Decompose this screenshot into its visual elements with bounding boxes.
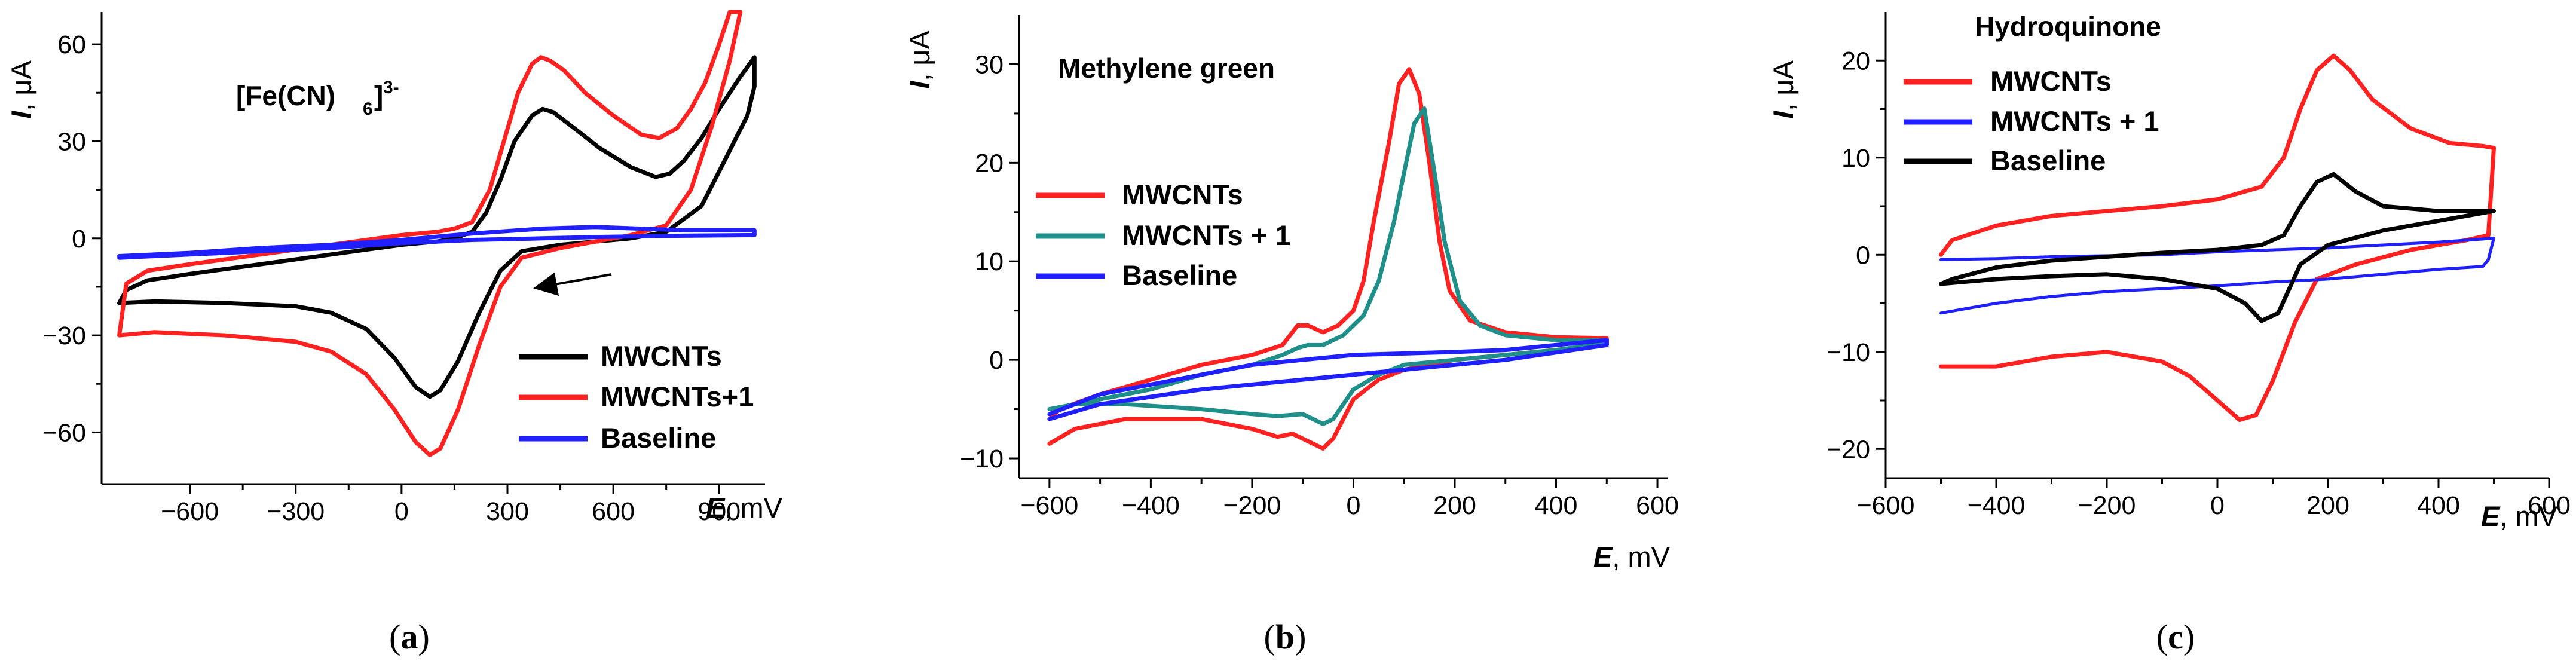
panel-b-y-tick-label: 20 — [975, 149, 1004, 178]
panel-c-x-tick-label: −200 — [2078, 491, 2136, 520]
panel-c: −600 −400 −200 0 200 400 600 −20 −10 0 10 20 Hydroq… — [1767, 11, 2571, 656]
panel-c-legend-label-1: MWCNTs + 1 — [1990, 105, 2159, 137]
panel-a-series-mwcnts-1 — [117, 10, 743, 457]
panel-c-y-tick-label: 10 — [1841, 144, 1870, 173]
panel-a-y-tick-label: 30 — [57, 127, 86, 156]
panel-b-caption: (b) — [1264, 617, 1307, 656]
panel-a-xlabel: E, mV — [706, 492, 783, 524]
panel-c-legend-label-0: MWCNTs — [1990, 65, 2112, 97]
panel-a-y-tick-label: −60 — [42, 418, 86, 447]
panel-a-title-sup: 3- — [383, 78, 399, 97]
panel-c-x-tick-label: 200 — [2306, 491, 2349, 520]
panel-c-y-tick-label: 0 — [1856, 241, 1870, 270]
panel-c-caption: (c) — [2156, 617, 2195, 656]
panel-c-y-tick-label: 20 — [1841, 47, 1870, 75]
panel-b-legend-label-0: MWCNTs — [1122, 179, 1243, 210]
panel-c-x-tick-label: 0 — [2210, 491, 2225, 520]
panel-b-y-tick-label: 0 — [989, 346, 1004, 375]
panel-b-y-tick-label: 10 — [975, 247, 1004, 276]
panel-a-legend-label-1: MWCNTs+1 — [601, 381, 754, 412]
panel-c-y-tick-label: −10 — [1827, 338, 1870, 367]
panel-b-title: Methylene green — [1058, 53, 1275, 84]
panel-b-ylabel: I, μA — [904, 30, 935, 89]
panel-a-x-tick-label: 600 — [592, 497, 635, 526]
panel-b-x-tick-label: −600 — [1020, 491, 1078, 520]
panel-a-title-end: ] — [374, 80, 383, 111]
panel-a-y-tick-label: 0 — [72, 225, 86, 253]
panel-b-x-tick-label: 600 — [1636, 491, 1679, 520]
panel-b-x-tick-label: −400 — [1122, 491, 1180, 520]
panel-a-x-tick-label: 900 — [697, 497, 741, 526]
panel-a-title: [Fe(CN) 6 ] 3- — [236, 78, 399, 119]
panel-a-x-tick-label: 300 — [486, 497, 529, 526]
panel-c-x-tick-label: 600 — [2528, 491, 2571, 520]
panel-b-legend: MWCNTs MWCNTs + 1 Baseline — [1036, 179, 1290, 291]
panel-b-xlabel: E, mV — [1593, 541, 1671, 573]
panel-a-legend-label-2: Baseline — [601, 422, 716, 454]
panel-b-x-tick-label: 400 — [1535, 491, 1578, 520]
panel-a-series-baseline — [117, 225, 757, 260]
panel-b-legend-label-2: Baseline — [1122, 259, 1237, 291]
panel-a-caption: (a) — [389, 617, 430, 656]
panel-a-legend-label-0: MWCNTs — [601, 340, 722, 372]
panel-c-ylabel: I, μA — [1767, 60, 1799, 119]
panel-b-legend-label-1: MWCNTs + 1 — [1122, 219, 1290, 251]
panel-b-y-tick-label: 30 — [975, 50, 1004, 79]
panel-c-title: Hydroquinone — [1975, 11, 2161, 42]
panel-c-x-tick-label: −600 — [1857, 491, 1915, 520]
panel-b-x-tick-label: −200 — [1223, 491, 1281, 520]
panel-c-series-mwcnts — [1939, 53, 2496, 422]
panel-c-plot-area: −600 −400 −200 0 200 400 600 −20 −10 0 10 20 — [1827, 12, 2571, 520]
panel-a-y-tick-label: −30 — [42, 322, 86, 350]
panel-a-legend: MWCNTs MWCNTs+1 Baseline — [519, 340, 754, 454]
panel-a-x-tick-label: −600 — [161, 497, 219, 526]
panel-c-y-tick-label: −20 — [1827, 435, 1870, 464]
panel-a-scan-arrow — [533, 272, 612, 296]
panel-c-series-baseline — [1939, 172, 2496, 323]
panel-b-series-mwcnts-1 — [1047, 106, 1609, 426]
panel-a-ylabel: I, μA — [5, 60, 37, 119]
panel-b-y-tick-label: −10 — [960, 445, 1004, 473]
panel-b-series-mwcnts — [1047, 67, 1609, 451]
panel-c-x-tick-label: −400 — [1968, 491, 2026, 520]
panel-c-legend-label-2: Baseline — [1990, 145, 2106, 176]
panel-a-title-sub: 6 — [363, 99, 373, 119]
panel-c-xlabel: E, mV — [2481, 500, 2558, 532]
panel-a-x-tick-label: −300 — [267, 497, 325, 526]
panel-b-x-tick-label: 200 — [1433, 491, 1476, 520]
panel-a-title-main: [Fe(CN) — [236, 80, 335, 111]
panel-a-x-tick-label: 0 — [394, 497, 409, 526]
panel-b-x-tick-label: 0 — [1346, 491, 1360, 520]
panel-b-series-baseline — [1047, 338, 1609, 421]
panel-b: −600 −400 −200 0 200 400 600 −10 0 10 20 30 Methyle… — [904, 15, 1679, 656]
panel-c-x-tick-label: 400 — [2417, 491, 2460, 520]
panel-a-y-tick-label: 60 — [57, 30, 86, 59]
panel-b-plot-area: −600 −400 −200 0 200 400 600 −10 0 10 20 30 — [960, 15, 1679, 520]
panel-c-legend: MWCNTs MWCNTs + 1 Baseline — [1904, 65, 2159, 176]
